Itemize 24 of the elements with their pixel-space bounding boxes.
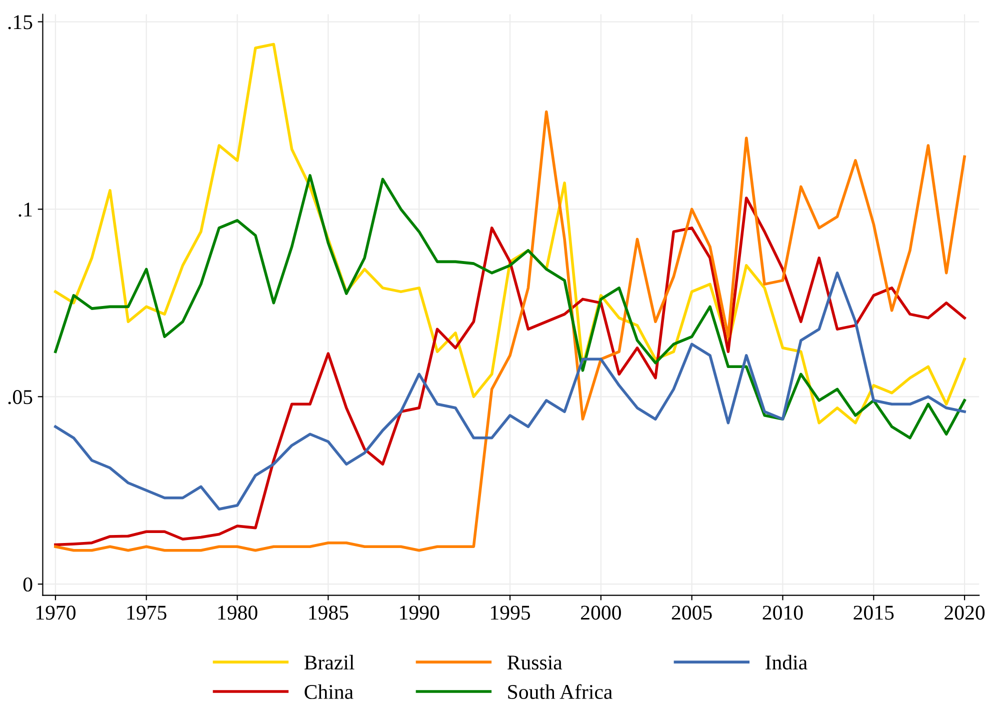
x-tick-label: 1995: [491, 606, 530, 620]
line-series: [54, 174, 966, 440]
x-tick-label: 2005: [672, 606, 712, 620]
y-tick-label: 0: [23, 577, 32, 592]
legend-label: Brazil: [304, 654, 354, 670]
line-series: [54, 196, 966, 546]
y-tick-label: .1: [18, 202, 32, 217]
x-tick-label: 1985: [309, 606, 348, 620]
x-tick-label: 1975: [127, 606, 166, 620]
x-tick-label: 1990: [400, 606, 440, 620]
legend-label: Russia: [507, 656, 562, 670]
x-tick-label: 1970: [36, 606, 76, 620]
x-tick-label: 2020: [944, 606, 985, 620]
x-tick-label: 2015: [854, 606, 894, 620]
y-tick-label: .05: [8, 390, 32, 404]
y-tick-label: .15: [8, 15, 32, 30]
x-tick-label: 2000: [580, 606, 621, 620]
line-series: [54, 110, 966, 552]
legend-label: India: [766, 654, 808, 670]
line-series: [54, 272, 966, 511]
legend-label: South Africa: [508, 684, 612, 700]
legend-label: China: [304, 684, 354, 700]
x-tick-label: 2010: [762, 606, 803, 620]
x-tick-label: 1980: [218, 606, 258, 620]
